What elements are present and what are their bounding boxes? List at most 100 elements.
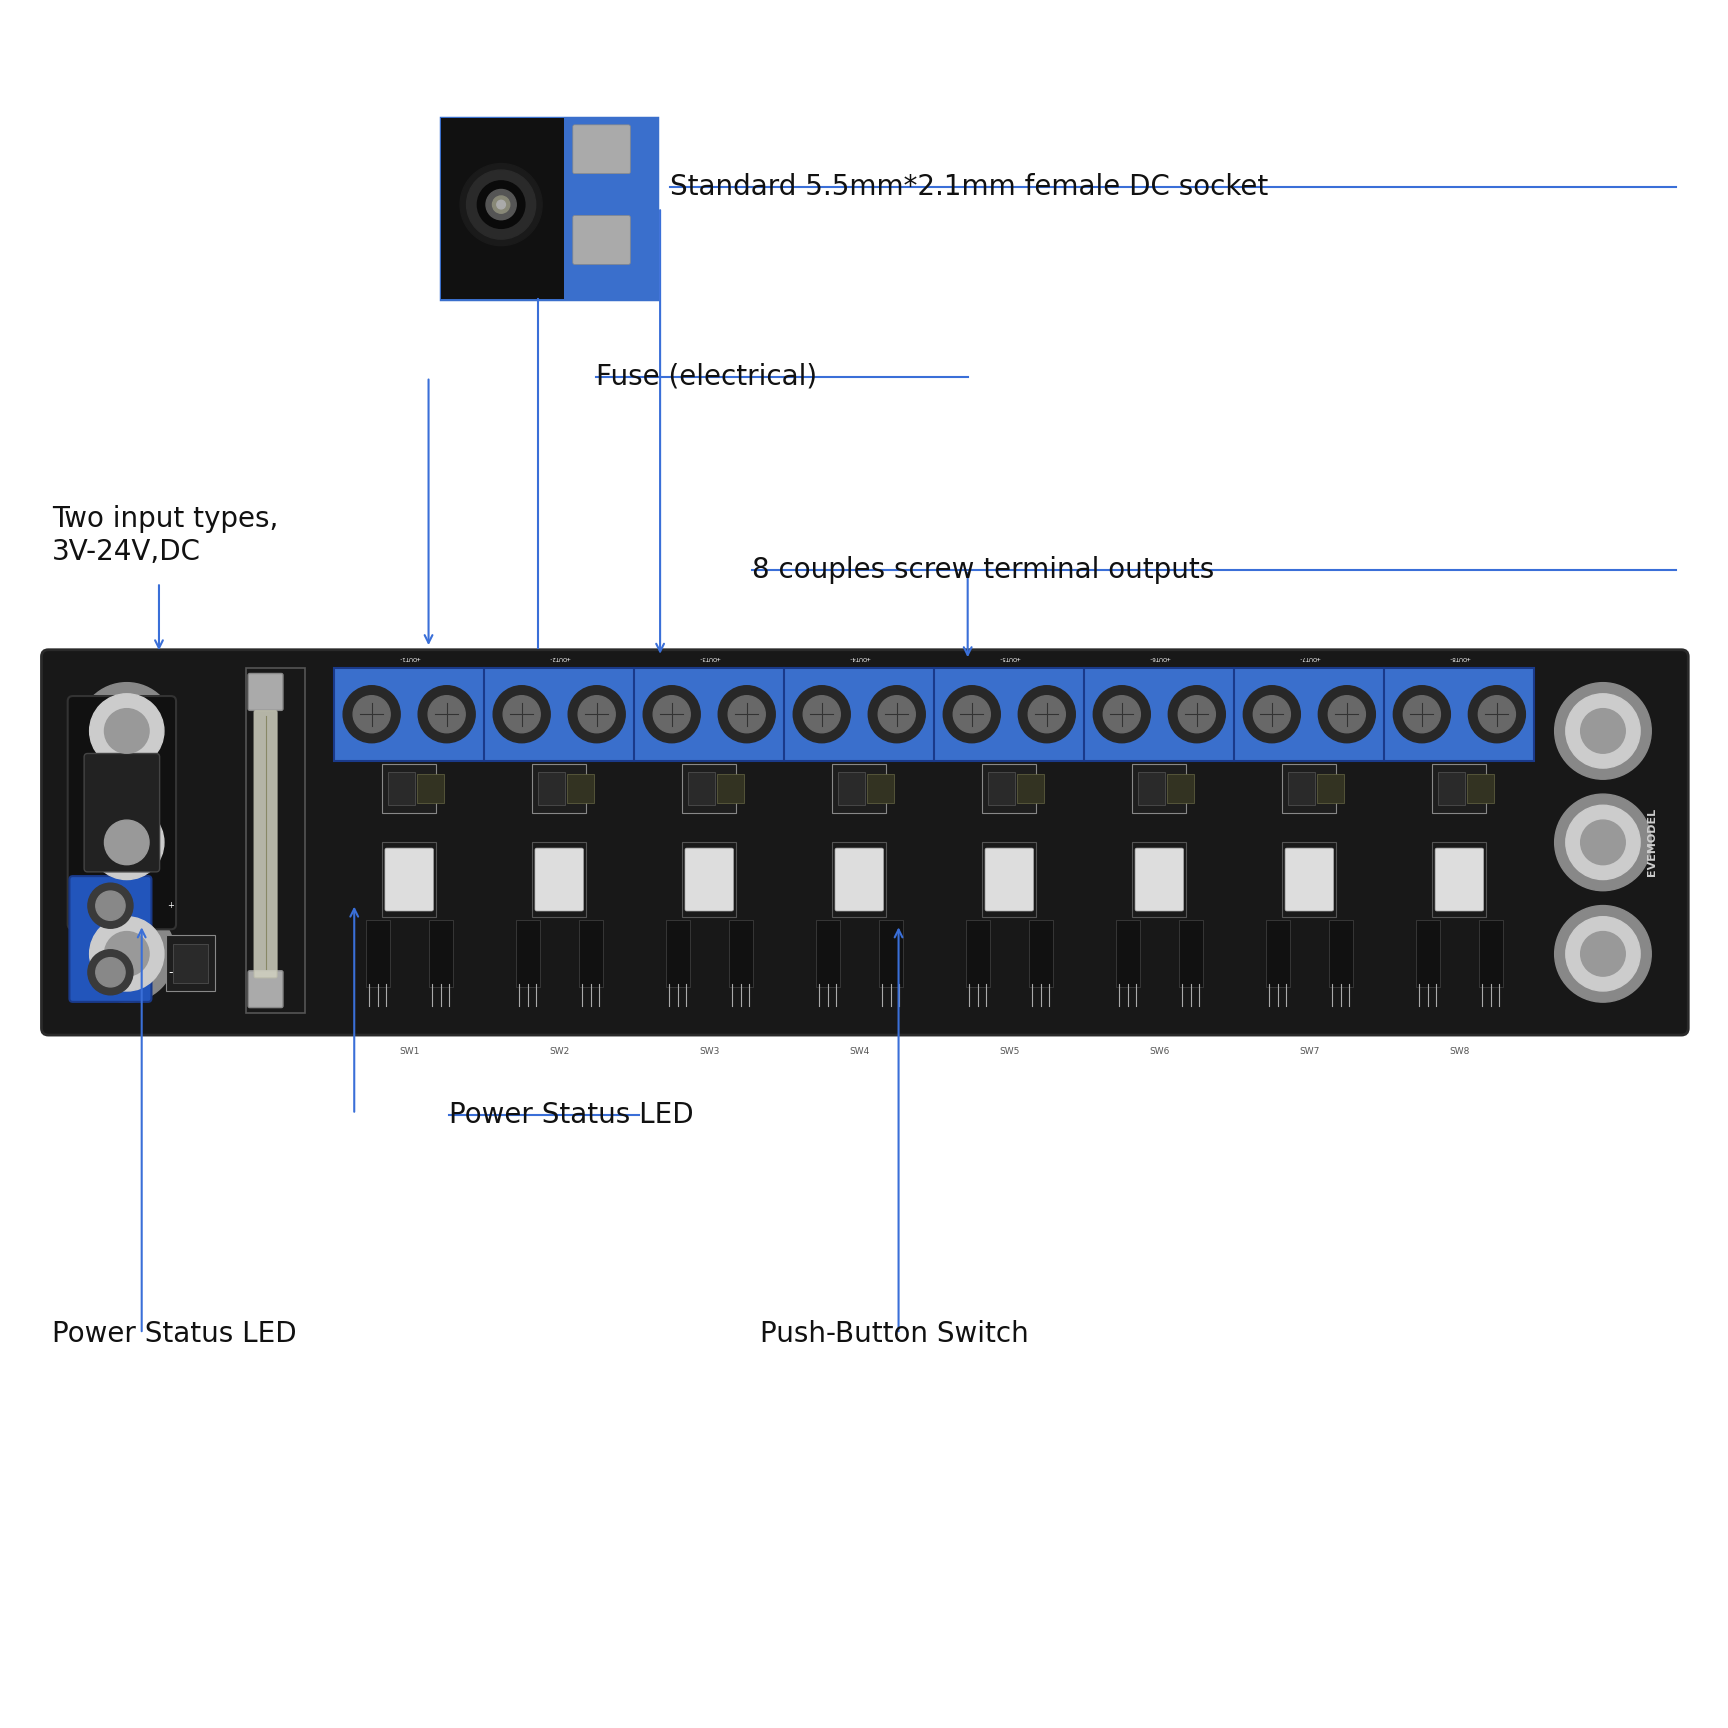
FancyBboxPatch shape — [688, 772, 715, 805]
Circle shape — [579, 696, 615, 733]
Text: Power Status LED: Power Status LED — [52, 1320, 297, 1348]
Circle shape — [477, 181, 525, 228]
FancyBboxPatch shape — [683, 842, 736, 916]
Circle shape — [418, 686, 475, 743]
FancyBboxPatch shape — [665, 921, 689, 987]
Circle shape — [1018, 686, 1075, 743]
FancyBboxPatch shape — [385, 848, 434, 911]
Circle shape — [1469, 686, 1526, 743]
Circle shape — [1393, 686, 1450, 743]
FancyBboxPatch shape — [684, 848, 733, 911]
Circle shape — [1555, 795, 1652, 890]
Circle shape — [503, 696, 541, 733]
FancyBboxPatch shape — [254, 710, 276, 978]
Text: SW2: SW2 — [550, 1047, 569, 1056]
FancyBboxPatch shape — [41, 650, 1688, 1035]
FancyBboxPatch shape — [880, 921, 902, 987]
FancyBboxPatch shape — [1168, 774, 1194, 804]
FancyBboxPatch shape — [1467, 774, 1495, 804]
Text: 8 couples screw terminal outputs: 8 couples screw terminal outputs — [752, 556, 1215, 584]
FancyBboxPatch shape — [515, 921, 539, 987]
FancyBboxPatch shape — [1282, 764, 1336, 812]
FancyBboxPatch shape — [838, 772, 864, 805]
FancyBboxPatch shape — [537, 772, 565, 805]
FancyBboxPatch shape — [536, 848, 584, 911]
Circle shape — [78, 683, 175, 779]
FancyBboxPatch shape — [1132, 764, 1187, 812]
Text: +OUT8-: +OUT8- — [1448, 655, 1471, 660]
Circle shape — [804, 696, 840, 733]
Text: +: + — [168, 902, 175, 911]
Circle shape — [954, 696, 990, 733]
FancyBboxPatch shape — [833, 764, 886, 812]
FancyBboxPatch shape — [532, 842, 586, 916]
FancyBboxPatch shape — [366, 921, 389, 987]
Circle shape — [569, 686, 626, 743]
Circle shape — [104, 821, 149, 864]
FancyBboxPatch shape — [1436, 848, 1484, 911]
Circle shape — [486, 190, 517, 219]
Text: Standard 5.5mm*2.1mm female DC socket: Standard 5.5mm*2.1mm female DC socket — [670, 173, 1268, 200]
Circle shape — [1168, 686, 1225, 743]
Circle shape — [104, 931, 149, 976]
Circle shape — [1581, 821, 1626, 864]
FancyBboxPatch shape — [683, 764, 736, 812]
FancyBboxPatch shape — [1329, 921, 1353, 987]
Circle shape — [1253, 696, 1291, 733]
FancyBboxPatch shape — [1116, 921, 1140, 987]
FancyBboxPatch shape — [833, 842, 886, 916]
FancyBboxPatch shape — [966, 921, 990, 987]
Circle shape — [1566, 805, 1640, 880]
FancyBboxPatch shape — [1018, 774, 1044, 804]
FancyBboxPatch shape — [85, 753, 159, 873]
Circle shape — [492, 686, 550, 743]
Text: +OUT1-: +OUT1- — [397, 655, 420, 660]
FancyBboxPatch shape — [166, 935, 214, 990]
Circle shape — [498, 200, 506, 209]
FancyBboxPatch shape — [441, 118, 567, 299]
Circle shape — [1244, 686, 1301, 743]
FancyBboxPatch shape — [67, 696, 176, 930]
FancyBboxPatch shape — [1433, 842, 1486, 916]
FancyBboxPatch shape — [1282, 842, 1336, 916]
FancyBboxPatch shape — [717, 774, 745, 804]
Circle shape — [78, 795, 175, 890]
FancyBboxPatch shape — [1287, 772, 1315, 805]
Circle shape — [90, 805, 164, 880]
FancyBboxPatch shape — [985, 848, 1033, 911]
Text: SW5: SW5 — [999, 1047, 1020, 1056]
Circle shape — [653, 696, 689, 733]
Circle shape — [643, 686, 700, 743]
Text: Power Status LED: Power Status LED — [449, 1101, 695, 1128]
FancyBboxPatch shape — [382, 842, 435, 916]
Circle shape — [1555, 683, 1652, 779]
FancyBboxPatch shape — [572, 216, 631, 264]
Text: +OUT3-: +OUT3- — [698, 655, 721, 660]
FancyBboxPatch shape — [1438, 772, 1465, 805]
FancyBboxPatch shape — [1132, 842, 1187, 916]
Circle shape — [1581, 931, 1626, 976]
FancyBboxPatch shape — [173, 943, 207, 983]
Circle shape — [1555, 905, 1652, 1002]
Circle shape — [1094, 686, 1151, 743]
FancyBboxPatch shape — [982, 764, 1037, 812]
Circle shape — [719, 686, 776, 743]
FancyBboxPatch shape — [1479, 921, 1503, 987]
FancyBboxPatch shape — [429, 921, 453, 987]
Circle shape — [727, 696, 766, 733]
Text: Two input types,
3V-24V,DC: Two input types, 3V-24V,DC — [52, 506, 278, 565]
FancyBboxPatch shape — [69, 876, 152, 1002]
Text: Fuse (electrical): Fuse (electrical) — [596, 363, 817, 391]
Text: SW4: SW4 — [848, 1047, 869, 1056]
Circle shape — [429, 696, 465, 733]
Circle shape — [78, 905, 175, 1002]
FancyBboxPatch shape — [249, 674, 283, 710]
FancyBboxPatch shape — [249, 971, 283, 1007]
Circle shape — [492, 195, 510, 213]
Circle shape — [88, 950, 133, 995]
Circle shape — [1178, 696, 1215, 733]
Circle shape — [878, 696, 916, 733]
FancyBboxPatch shape — [835, 848, 883, 911]
FancyBboxPatch shape — [1178, 921, 1203, 987]
FancyBboxPatch shape — [532, 764, 586, 812]
